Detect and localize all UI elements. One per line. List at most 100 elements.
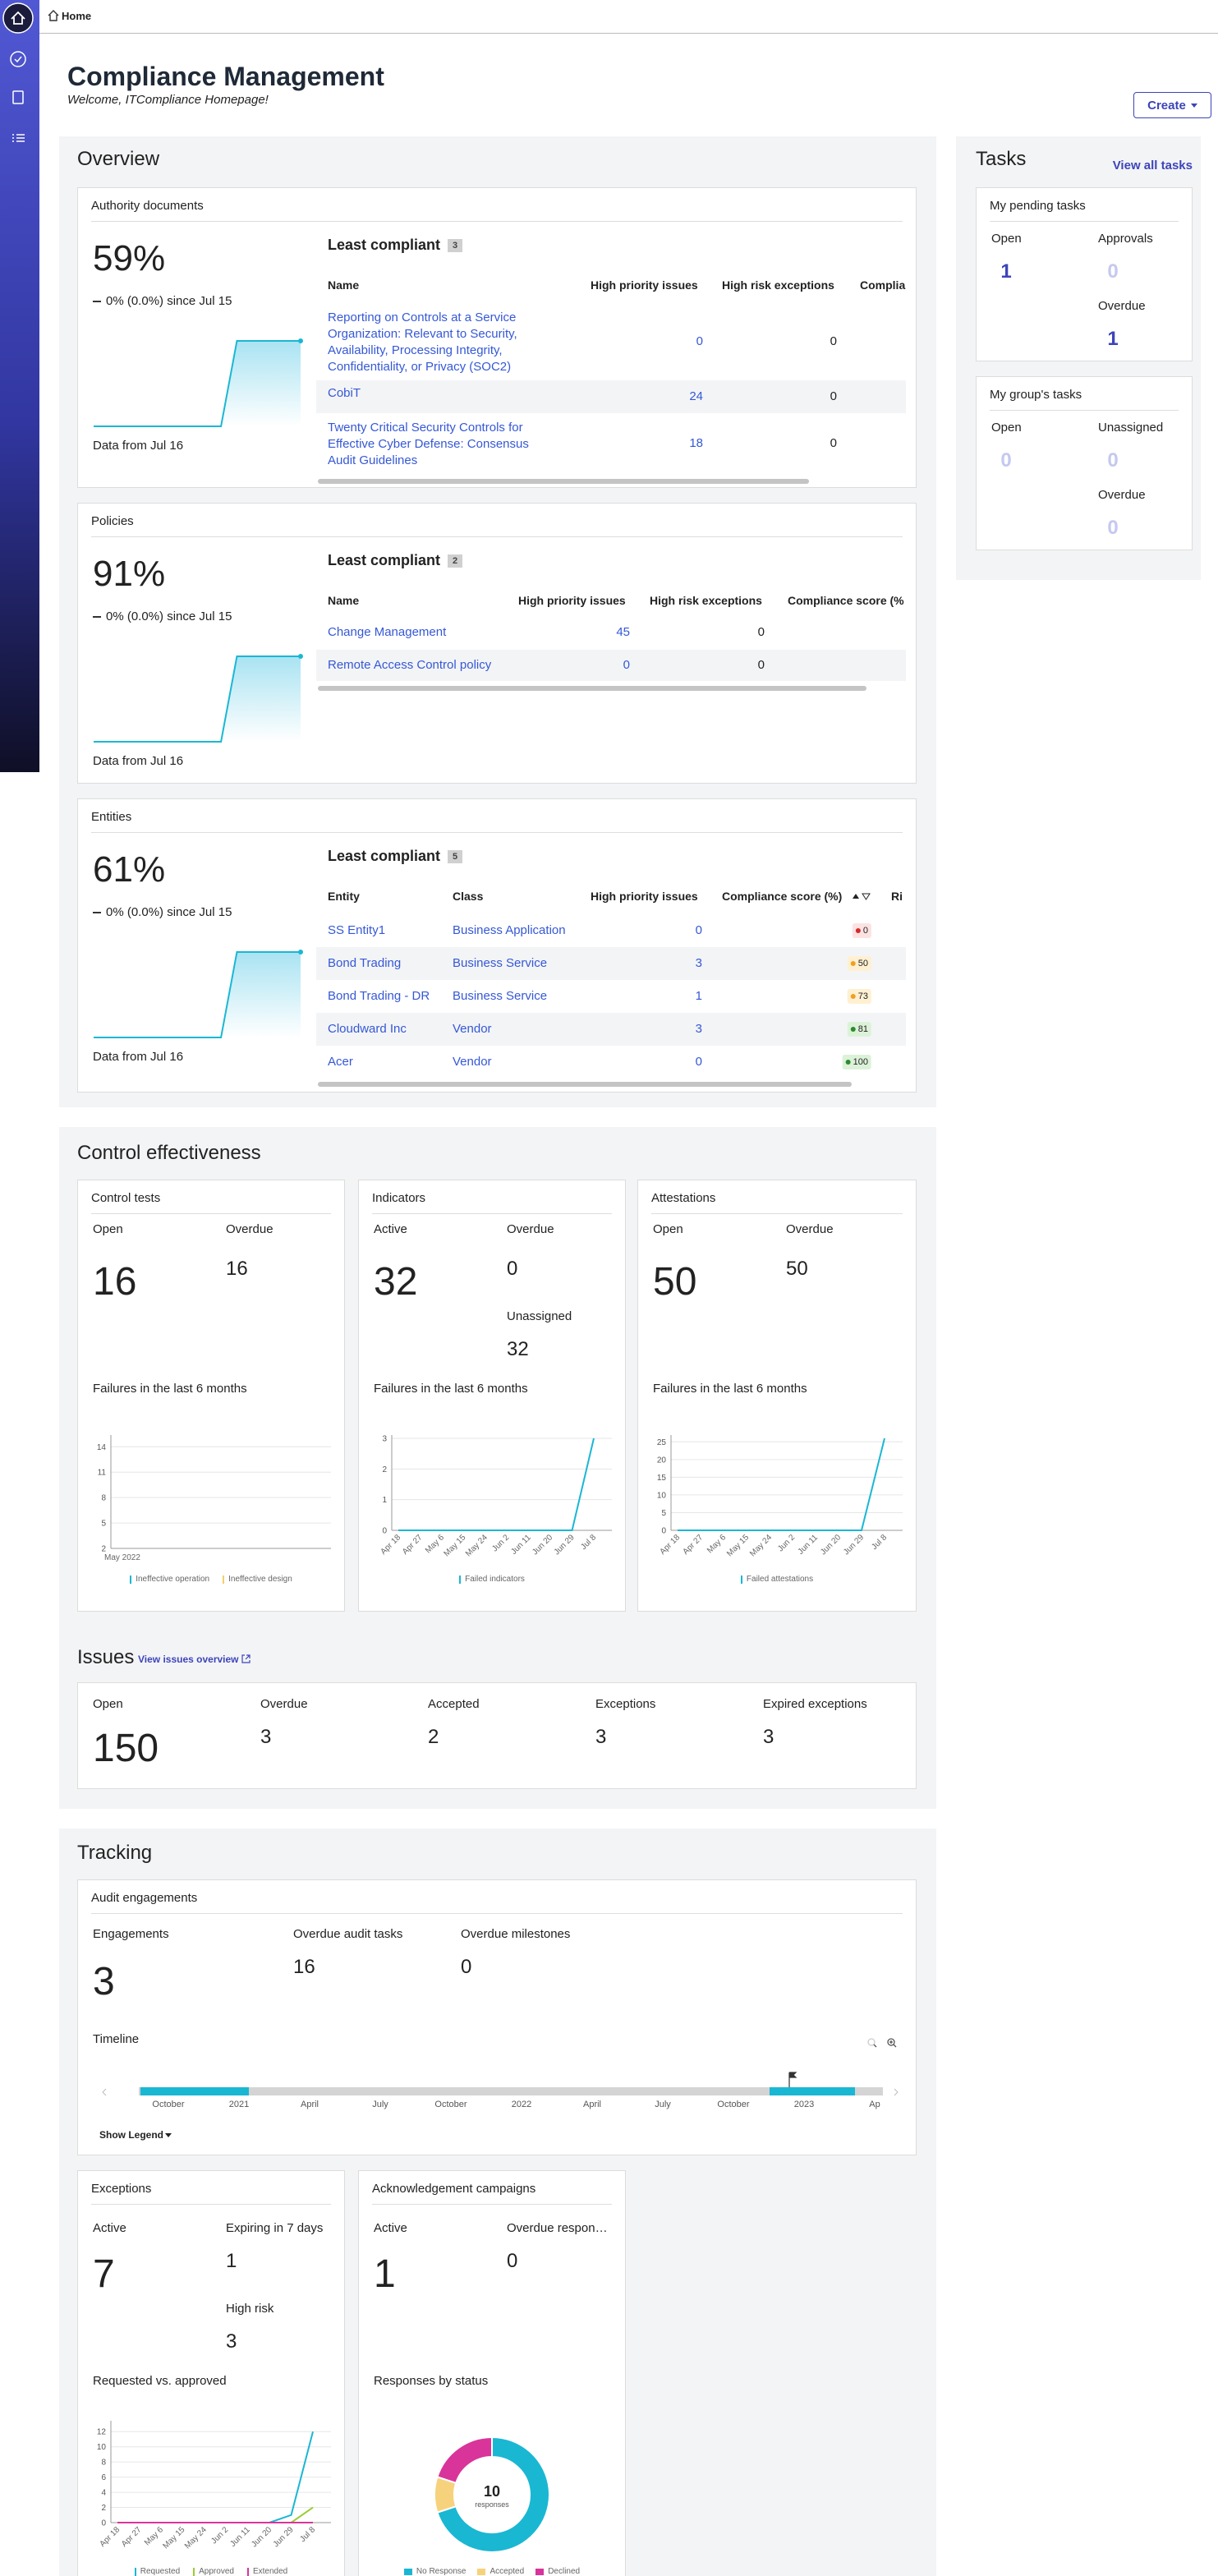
row-link[interactable]: Bond Trading - DR — [328, 989, 430, 1003]
row-link[interactable]: Change Management — [328, 625, 447, 639]
view-all-link[interactable]: View all tasks — [1112, 159, 1193, 172]
y-tick-label: 0 — [661, 1527, 666, 1536]
stat-label: Exceptions — [595, 1697, 656, 1711]
stat-label: Overdue milestones — [461, 1927, 571, 1941]
row-link[interactable]: Business Application — [453, 923, 566, 937]
y-tick-label: 4 — [101, 2489, 106, 2498]
timeline-range — [770, 2087, 855, 2095]
y-tick-label: 5 — [101, 1520, 106, 1529]
row-number[interactable]: 0 — [695, 923, 702, 937]
column-header: Name — [328, 593, 360, 607]
legend-swatch — [246, 2567, 249, 2576]
x-tick-label: May 24 — [748, 1533, 774, 1558]
sparkline-end — [298, 950, 303, 954]
row-number[interactable]: 0 — [696, 334, 703, 348]
row-link[interactable]: Vendor — [453, 1055, 492, 1069]
row-number[interactable]: 24 — [689, 389, 703, 403]
stat-value: 3 — [93, 1960, 115, 2004]
row-number[interactable]: 0 — [623, 658, 630, 672]
legend-swatch — [740, 1575, 742, 1584]
x-tick-label: Apr 18 — [659, 1533, 683, 1557]
legend-swatch — [134, 2567, 136, 2576]
task-count[interactable]: 0 — [1107, 448, 1119, 472]
row-link[interactable]: Bond Trading — [328, 956, 402, 970]
create-button[interactable]: Create — [1133, 92, 1211, 118]
task-label: Open — [991, 421, 1022, 435]
timeline-tick: 2022 — [512, 2100, 531, 2109]
row-link[interactable]: Vendor — [453, 1022, 492, 1036]
legend-label: Failed indicators — [465, 1575, 525, 1584]
stat-value: 0 — [507, 2249, 518, 2272]
card: Authority documents 59% 0% (0.0%) since Ju… — [77, 187, 917, 488]
legend-swatch — [535, 2568, 545, 2575]
sidebar — [0, 0, 39, 772]
legend-item: Requested — [134, 2567, 180, 2576]
status-dot — [850, 961, 856, 966]
row-number[interactable]: 3 — [695, 1022, 702, 1036]
task-count[interactable]: 0 — [1107, 260, 1119, 283]
divider — [372, 2204, 612, 2205]
clipboard-icon — [12, 90, 24, 104]
row-link[interactable]: Business Service — [453, 956, 548, 970]
card-title: Policies — [91, 514, 134, 528]
issues-link[interactable]: View issues overview — [138, 1653, 239, 1665]
data-from: Data from Jul 16 — [93, 439, 184, 453]
row-number[interactable]: 18 — [689, 436, 703, 450]
status-dot — [850, 1027, 856, 1032]
row-number[interactable]: 0 — [695, 1055, 702, 1069]
legend-swatch — [223, 1575, 225, 1584]
row-link[interactable]: CobiT — [328, 386, 361, 400]
row-number[interactable]: 45 — [616, 625, 630, 639]
section-title: Tracking — [77, 1841, 153, 1864]
card-title: Exceptions — [91, 2182, 152, 2196]
x-tick-label: Jun 29 — [272, 2525, 296, 2549]
stat-value: 150 — [93, 1727, 159, 1771]
card: Exceptions Active 7 Expiring in 7 days 1 High… — [77, 2170, 345, 2576]
stat-label: Overdue — [786, 1222, 834, 1236]
task-count[interactable]: 1 — [1000, 260, 1012, 283]
row-link[interactable]: Remote Access Control policy — [328, 658, 492, 672]
count-badge: 2 — [448, 554, 462, 568]
status-dot — [845, 1060, 851, 1065]
row-number: 0 — [830, 389, 837, 403]
score-value: 0 — [862, 926, 868, 936]
row-link[interactable]: Acer — [328, 1055, 353, 1069]
legend-item: Extended — [246, 2567, 287, 2576]
button-label[interactable]: Create — [1147, 98, 1186, 113]
row-link[interactable]: Cloudward Inc — [328, 1022, 407, 1036]
breadcrumb[interactable]: Home — [62, 10, 92, 23]
task-count[interactable]: 0 — [1107, 516, 1119, 539]
row-number[interactable]: 3 — [695, 956, 702, 970]
column-header: Complia — [860, 278, 906, 292]
y-tick-label: 10 — [657, 1491, 667, 1500]
divider — [91, 832, 903, 833]
column-header: Ri — [891, 889, 903, 903]
row-link[interactable]: SS Entity1 — [328, 923, 386, 937]
table-area: Least compliant 5 Entity Class High priority… — [316, 799, 906, 1092]
page-subtitle: Welcome, ITCompliance Homepage! — [67, 93, 269, 107]
table-title: Least compliant — [328, 552, 441, 569]
stat-value: 32 — [374, 1260, 418, 1304]
row-background — [316, 650, 906, 681]
legend-label: Ineffective operation — [136, 1575, 210, 1584]
row-number[interactable]: 1 — [695, 989, 702, 1003]
x-tick-label: Apr 27 — [682, 1533, 706, 1557]
section-title: Tasks — [976, 147, 1027, 170]
show-legend[interactable]: Show Legend — [99, 2128, 163, 2141]
task-count[interactable]: 0 — [1000, 448, 1012, 472]
row-link[interactable]: Twenty Critical Security Controls for Ef… — [328, 421, 529, 467]
no-change-icon — [93, 616, 101, 618]
task-count[interactable]: 1 — [1107, 327, 1119, 350]
score-badge: 50 — [847, 956, 871, 971]
row-link[interactable]: Business Service — [453, 989, 548, 1003]
row-link[interactable]: Reporting on Controls at a Service Organ… — [328, 310, 517, 374]
legend-label: Ineffective design — [228, 1575, 292, 1584]
y-tick-label: 15 — [657, 1474, 667, 1483]
x-tick-label: Jun 11 — [797, 1533, 820, 1557]
stat-label: Expiring in 7 days — [226, 2221, 324, 2235]
card-title: Audit engagements — [91, 1891, 198, 1905]
scrollbar — [318, 1082, 852, 1087]
